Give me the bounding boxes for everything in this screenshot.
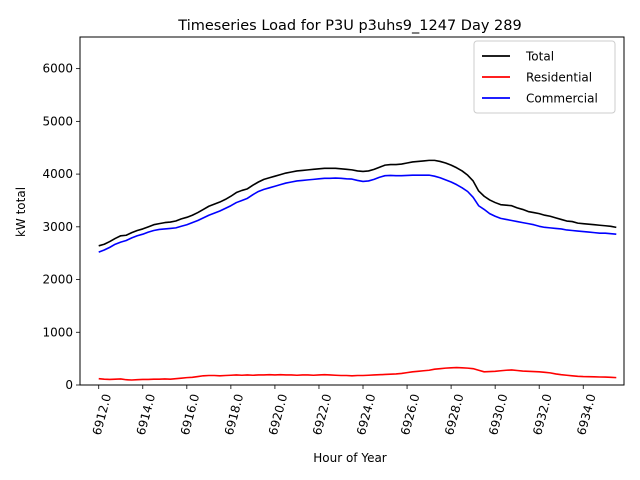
series-layer <box>98 159 617 381</box>
y-tick-label: 4000 <box>42 167 73 181</box>
y-tick-label: 5000 <box>42 114 73 128</box>
plot-area <box>79 36 625 386</box>
x-axis-label: Hour of Year <box>313 451 387 465</box>
y-tick-label: 6000 <box>42 62 73 76</box>
y-tick-label: 1000 <box>42 325 73 339</box>
series-line-residential <box>98 366 617 381</box>
legend-label-commercial: Commercial <box>526 92 598 106</box>
series-line-total <box>98 159 617 247</box>
legend-label-residential: Residential <box>526 71 592 85</box>
legend: Total Residential Commercial <box>473 40 616 114</box>
y-tick-label: 2000 <box>42 273 73 287</box>
legend-box <box>473 40 616 114</box>
y-tick-label: 0 <box>65 378 73 392</box>
y-tick-label: 3000 <box>42 220 73 234</box>
series-line-commercial <box>98 174 617 253</box>
legend-label-total: Total <box>525 50 554 64</box>
axes-frame <box>79 36 625 386</box>
y-axis-label: kW total <box>14 187 28 237</box>
chart-title: Timeseries Load for P3U p3uhs9_1247 Day … <box>177 18 521 34</box>
y-axis: 0 1000 2000 3000 4000 5000 6000 <box>42 62 80 392</box>
